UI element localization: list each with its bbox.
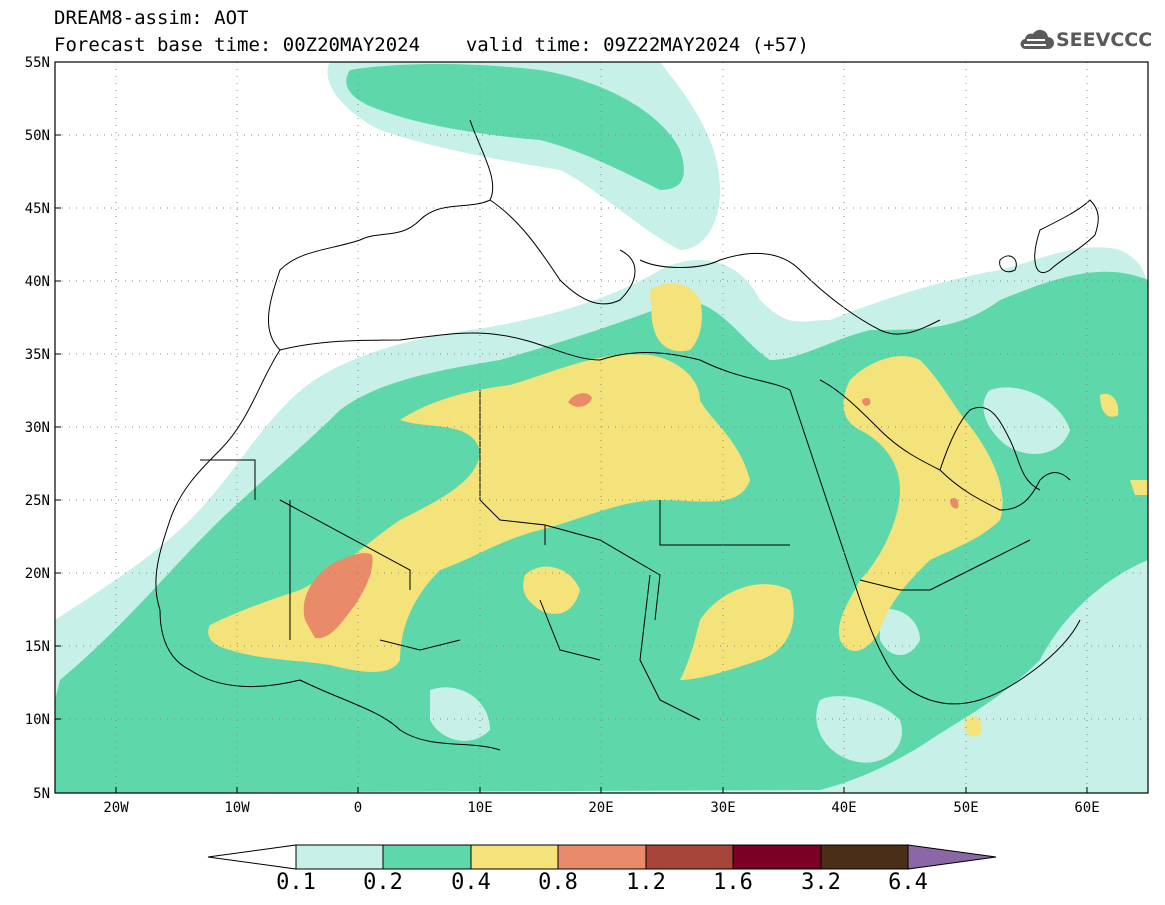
lon-label: 50E: [953, 800, 978, 816]
lon-label: 0: [354, 800, 362, 816]
lat-label: 25N: [25, 493, 50, 509]
colorbar-segment: [207, 844, 297, 870]
colorbar-label: 3.2: [801, 870, 841, 895]
colorbar-label: 1.2: [626, 870, 666, 895]
colorbar-segment: [295, 844, 384, 870]
colorbar-label: 0.1: [276, 870, 316, 895]
product-title: DREAM8-assim: AOT: [54, 7, 249, 29]
lat-label: 30N: [25, 420, 50, 436]
axis-ticks: [55, 61, 1088, 794]
lon-label: 30E: [710, 800, 735, 816]
lat-label: 50N: [25, 128, 50, 144]
lon-label: 40E: [831, 800, 856, 816]
cloud-icon: [1020, 29, 1054, 50]
lat-label: 40N: [25, 274, 50, 290]
lon-label: 10W: [224, 800, 250, 816]
colorbar-label: 6.4: [888, 870, 928, 895]
lon-label: 20E: [588, 800, 613, 816]
lat-label: 45N: [25, 201, 50, 217]
colorbar-segment: [907, 844, 997, 870]
longitude-labels: 20W 10W 0 10E 20E 30E 40E 50E 60E: [103, 800, 1099, 816]
lat-label: 35N: [25, 347, 50, 363]
colorbar-segment: [470, 844, 559, 870]
logo-text: SEEVCCC: [1056, 29, 1153, 51]
colorbar-segment: [382, 844, 472, 870]
valid-time: valid time: 09Z22MAY2024 (+57): [465, 34, 809, 56]
seevccc-logo: SEEVCCC: [1018, 25, 1158, 57]
lat-label: 55N: [25, 55, 50, 71]
colorbar-label: 0.8: [538, 870, 578, 895]
colorbar-segment: [645, 844, 734, 870]
latitude-labels: 55N 50N 45N 40N 35N 30N 25N 20N 15N 10N …: [25, 55, 50, 802]
lon-label: 10E: [467, 800, 492, 816]
lat-label: 10N: [25, 712, 50, 728]
lon-label: 60E: [1074, 800, 1099, 816]
colorbar-segment: [732, 844, 822, 870]
forecast-base-time: Forecast base time: 00Z20MAY2024: [54, 34, 421, 56]
colorbar-segment: [820, 844, 909, 870]
gridlines: [55, 62, 1148, 793]
colorbar-label: 0.2: [363, 870, 403, 895]
colorbar-label: 1.6: [713, 870, 753, 895]
lat-label: 15N: [25, 639, 50, 655]
lat-label: 20N: [25, 566, 50, 582]
colorbar-segment: [557, 844, 647, 870]
colorbar: [207, 844, 997, 870]
lat-label: 5N: [33, 786, 50, 802]
lon-label: 20W: [103, 800, 129, 816]
aot-contours: [55, 62, 1148, 794]
colorbar-label: 0.4: [451, 870, 491, 895]
forecast-times: Forecast base time: 00Z20MAY2024 valid t…: [54, 35, 809, 55]
coastlines: [155, 119, 1099, 751]
